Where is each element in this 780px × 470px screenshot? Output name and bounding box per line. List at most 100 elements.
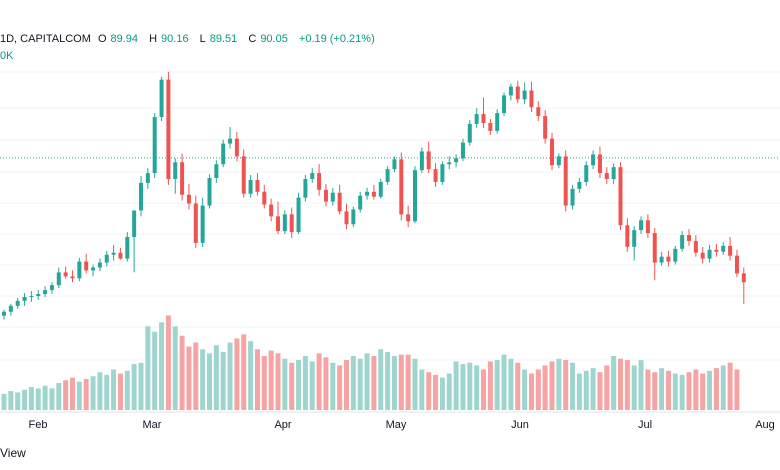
volume-bar <box>138 362 144 410</box>
candle-body <box>515 86 520 100</box>
candle-body <box>303 178 308 198</box>
candle-body <box>550 138 554 166</box>
candle-body <box>173 162 178 179</box>
candle-body <box>639 220 644 231</box>
candle-body <box>707 249 712 259</box>
volume-bar <box>659 368 665 410</box>
ohlc-legend: 1D, CAPITALCOM O 89.94 H 90.16 L 89.51 C 90.… <box>0 33 379 45</box>
volume-bar <box>97 372 103 410</box>
volume-bar <box>645 369 651 410</box>
candle-body <box>591 154 596 166</box>
candle-body <box>419 151 424 171</box>
volume-bar <box>665 370 671 410</box>
candle-body <box>77 261 82 279</box>
low-readout: L 89.51 <box>200 33 242 45</box>
high-label: H <box>149 33 158 45</box>
volume-bar <box>193 342 199 410</box>
candle-body <box>282 214 287 232</box>
volume-bar <box>412 358 418 410</box>
volume-bar <box>104 374 110 410</box>
candle-body <box>84 261 89 271</box>
volume-bar <box>371 356 377 410</box>
volume-bar <box>302 356 308 410</box>
candle-body <box>214 164 219 178</box>
volume-bar <box>241 334 247 410</box>
volume-bar <box>693 369 699 410</box>
volume-bar <box>597 372 603 410</box>
candle-body <box>399 159 404 215</box>
candle-body <box>659 256 664 263</box>
volume-bar <box>535 369 541 410</box>
volume-bar <box>604 365 610 410</box>
candlestick-chart[interactable]: Feb Mar Apr May Jun Jul Aug <box>0 0 780 440</box>
volume-bar <box>433 374 439 410</box>
candle-body <box>276 216 280 232</box>
candle-body <box>241 156 246 194</box>
volume-bar <box>385 351 391 410</box>
volume-bar <box>56 383 62 410</box>
candle-body <box>166 79 171 179</box>
volume-bar <box>522 369 528 410</box>
candle-body <box>193 203 198 243</box>
volume-bar <box>679 374 685 410</box>
close-value: 90.05 <box>260 33 288 45</box>
candle-body <box>378 181 383 197</box>
candle-body <box>426 151 431 170</box>
candle-body <box>49 285 54 291</box>
candle-body <box>269 204 274 217</box>
candle-body <box>693 240 698 253</box>
volume-bar <box>1 393 7 410</box>
candle-body <box>543 116 548 139</box>
volume-bar <box>337 365 343 410</box>
volume-bar <box>186 346 192 410</box>
candle-body <box>502 95 507 114</box>
volume-bar <box>631 365 637 410</box>
volume-bar <box>296 360 302 410</box>
volume-bar <box>713 368 719 410</box>
volume-bar <box>549 361 555 410</box>
candle-body <box>454 158 459 163</box>
candle-body <box>584 165 589 182</box>
volume-bar <box>611 356 617 410</box>
volume-bar <box>734 369 740 410</box>
x-tick-label: Jul <box>638 419 652 431</box>
candle-body <box>488 122 493 131</box>
volume-bar <box>583 370 589 410</box>
volume-bar <box>15 392 21 410</box>
candle-body <box>406 214 411 222</box>
volume-bar <box>652 372 658 410</box>
volume-bar <box>220 351 226 410</box>
time-axis: Feb Mar Apr May Jun Jul Aug <box>29 419 775 431</box>
x-tick-label: Jun <box>511 419 529 431</box>
candle-body <box>680 235 685 249</box>
volume-bar <box>398 354 404 410</box>
volume-bar <box>570 362 576 410</box>
candle-body <box>8 305 13 312</box>
candle-body <box>344 211 349 225</box>
candle-body <box>728 245 733 256</box>
candle-body <box>632 230 637 247</box>
volume-bar <box>63 380 69 410</box>
volume-bar <box>248 341 254 410</box>
candle-body <box>36 294 41 296</box>
candle-body <box>91 267 96 271</box>
candle-body <box>741 273 746 283</box>
candle-body <box>104 254 109 263</box>
volume-bar <box>124 370 130 410</box>
volume-bar <box>261 356 267 410</box>
candle-body <box>255 179 260 192</box>
open-readout: O 89.94 <box>98 33 142 45</box>
candle-body <box>43 290 48 295</box>
volume-bar <box>542 365 548 410</box>
volume-bar <box>508 358 514 410</box>
candle-body <box>97 262 102 268</box>
volume-bar <box>576 373 582 410</box>
volume-bar <box>638 360 644 410</box>
candle-body <box>467 123 472 143</box>
volume-bar <box>200 349 206 410</box>
volume-bar <box>350 356 356 410</box>
low-label: L <box>199 33 206 45</box>
candle-body <box>618 167 623 226</box>
candle-body <box>152 117 157 174</box>
open-label: O <box>97 33 107 45</box>
